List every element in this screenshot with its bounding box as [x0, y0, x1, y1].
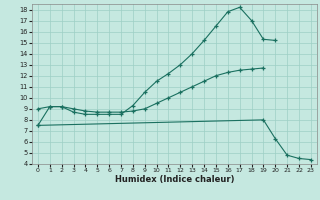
X-axis label: Humidex (Indice chaleur): Humidex (Indice chaleur) [115, 175, 234, 184]
